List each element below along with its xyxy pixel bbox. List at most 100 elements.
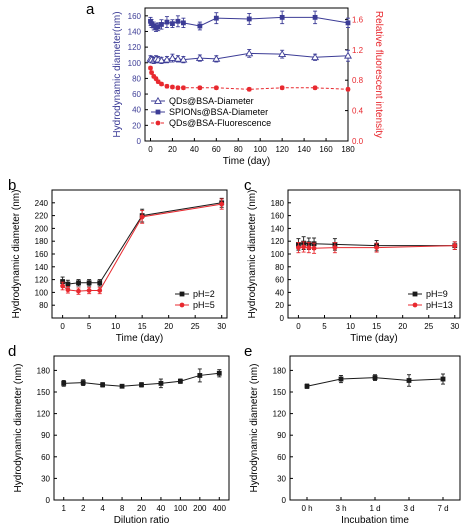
data-point [149,70,154,75]
y-tick-label: 140 [35,263,49,272]
x-tick-label: 0 [60,322,65,331]
legend-label: pH=5 [193,300,215,310]
data-point [213,85,219,91]
x-tick-label: 15 [372,322,381,331]
data-point [296,245,301,251]
panel-b-chart: 0 5 10 15 20 25 30 80 100 120 140 160 180 200 220 240 Ti… [11,189,228,344]
data-point [86,280,92,286]
data-point [100,382,106,388]
y-tick-label: 140 [128,27,142,36]
y-tick-label: 180 [271,199,285,208]
data-point [164,19,170,25]
data-point [119,383,125,389]
legend-label: QDs@BSA-Diameter [169,96,254,106]
data-point [80,380,86,386]
x-tick-label: 10 [346,322,355,331]
x-axis-label: Time (day) [350,333,397,344]
data-point [304,383,310,389]
x-tick-label: 100 [174,504,188,513]
y-tick-label: 220 [35,212,49,221]
plot-frame [53,355,230,501]
data-point [170,84,175,90]
y-tick-label: 240 [35,199,49,208]
data-point [344,51,352,59]
x-tick-label: 5 [322,322,327,331]
data-point [372,375,378,380]
data-point [197,373,203,378]
data-point [278,50,287,58]
data-point [345,20,351,26]
data-point [311,245,317,251]
panel-label-c: c [244,177,252,194]
x-tick-label: 20 [137,504,146,513]
x-tick-label: 3 d [403,504,414,513]
y-tick-label: 180 [35,237,49,246]
y-tick-label: 150 [37,388,51,397]
panel-label-e: e [244,343,252,360]
data-point [175,18,181,24]
y-axis-label: Hydrodynamic diameter (nm) [249,364,260,493]
y2-axis-label: Relative fluorescent intensity [373,11,384,138]
data-point [246,86,252,92]
data-point [139,382,144,388]
data-point [179,302,185,308]
y-tick-label: 80 [275,263,284,272]
y-tick-label: 120 [271,237,285,246]
x-tick-label: 1 d [369,504,380,513]
x-tick-label: 10 [111,322,120,331]
y-tick-label: 90 [277,431,286,440]
x-tick-label: 25 [424,322,433,331]
y2-tick-label: 0.4 [352,107,364,116]
y-tick-label: 100 [271,250,285,259]
y-tick-label: 100 [128,59,142,68]
data-point [212,54,221,62]
x-axis-label: Incubation time [341,515,409,526]
data-point [374,245,380,251]
data-point [311,53,320,61]
y2-tick-label: 0.8 [352,76,364,85]
data-point [197,23,203,29]
y-tick-label: 40 [275,288,284,297]
data-point [197,85,203,91]
data-point [279,85,285,91]
data-point [157,56,166,64]
x-tick-label: 8 [120,504,125,513]
data-point [162,55,171,63]
x-tick-label: 1 [61,504,66,513]
x-tick-label: 2 [81,504,86,513]
data-point [60,279,66,284]
data-point [412,302,418,308]
x-tick-label: 15 [138,322,147,331]
panel-label-a: a [86,1,95,18]
data-point [168,53,177,61]
data-point [332,245,338,251]
y-tick-label: 120 [128,43,142,52]
x-tick-label: 7 d [437,504,448,513]
data-point [246,16,252,22]
data-point [181,85,186,91]
series-line [150,67,349,90]
y-tick-label: 20 [132,121,141,130]
y-tick-label: 200 [35,224,49,233]
data-point [61,380,67,386]
y-tick-label: 160 [271,212,285,221]
y-axis-label: Hydrodynamic diameter (nm) [13,364,24,493]
x-tick-label: 0 [296,322,301,331]
y-tick-label: 80 [132,74,141,83]
legend-label: pH=2 [193,289,215,299]
y-tick-label: 0 [280,314,285,323]
y-tick-label: 20 [275,301,284,310]
data-point [406,378,412,383]
x-tick-label: 400 [213,504,227,513]
data-point [306,245,312,251]
x-tick-label: 160 [319,145,333,154]
y-tick-label: 150 [273,388,287,397]
x-axis-label: Dilution ratio [114,515,170,526]
y-tick-label: 0 [137,137,142,146]
x-tick-label: 30 [450,322,459,331]
data-point [97,280,103,286]
data-point [164,83,170,89]
legend-label: SPIONs@BSA-Diameter [169,107,268,117]
data-point [86,288,92,293]
data-point [440,376,446,382]
